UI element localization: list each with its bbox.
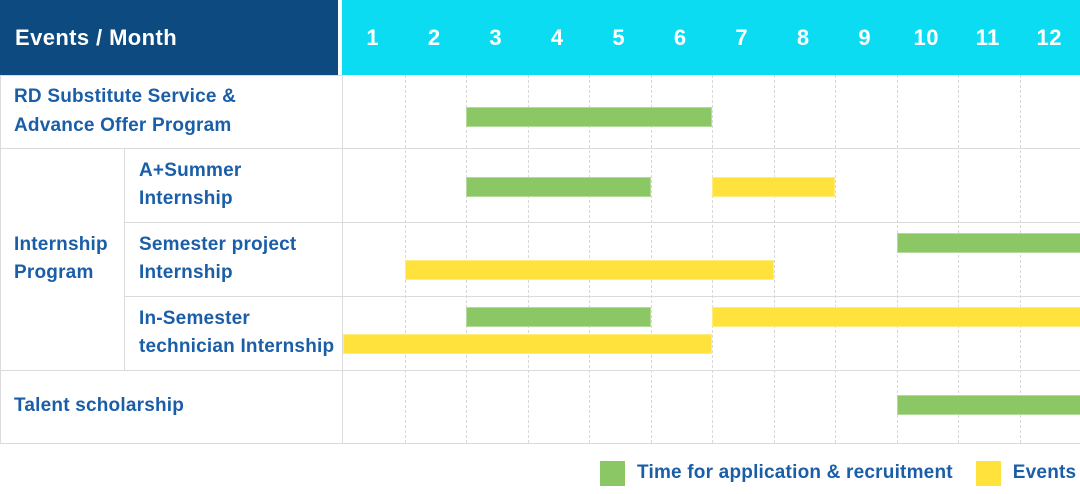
legend-swatch-events (975, 460, 1001, 486)
table-border (124, 222, 1080, 223)
row-label-a-plus-summer-internship: A+Summer Internship (139, 159, 242, 210)
table-border (0, 443, 1080, 444)
bar-event-row-4 (343, 334, 712, 354)
month-gridline (650, 75, 652, 443)
month-gridline (589, 75, 590, 443)
legend: Time for application & recruitment Event… (600, 458, 1080, 488)
bar-recruitment-row-2 (466, 177, 651, 197)
bar-recruitment-row-4 (466, 307, 651, 327)
legend-label-events: Events (1012, 462, 1077, 483)
month-gridline (712, 75, 713, 443)
legend-swatch-recruitment (600, 460, 625, 486)
row-label-rd-substitute-service: RD Substitute Service & Advance Offer Pr… (14, 86, 237, 136)
month-gridline (835, 75, 836, 443)
month-header-4: 4 (550, 24, 564, 50)
month-header-1: 1 (366, 24, 380, 50)
month-header-5: 5 (612, 24, 626, 50)
table-border (0, 75, 1, 443)
table-border (0, 75, 342, 76)
month-header-3: 3 (489, 24, 503, 50)
month-gridline (958, 75, 959, 443)
month-header-8: 8 (796, 24, 810, 50)
month-header-12: 12 (1036, 24, 1062, 50)
legend-label-recruitment: Time for application & recruitment (637, 462, 953, 483)
month-header-11: 11 (975, 24, 1000, 50)
row-group-label-internship-program: Internship Program (14, 233, 108, 284)
table-border (0, 148, 1080, 149)
month-gridline (773, 75, 775, 443)
header-title: Events / Month (15, 24, 178, 50)
bar-recruitment-row-1 (466, 107, 712, 127)
month-gridline (1019, 75, 1021, 443)
table-border (124, 148, 125, 370)
month-gridline (896, 75, 898, 443)
month-gridline (466, 75, 467, 443)
bar-recruitment-row-5 (896, 395, 1080, 415)
row-label-semester-project-internship: Semester project Internship (139, 233, 297, 284)
table-header-events-month: Events / Month (0, 0, 338, 75)
row-label-in-semester-technician-internship: In-Semester technician Internship (139, 307, 335, 358)
month-header-9: 9 (858, 24, 872, 50)
month-header-row: 1 2 3 4 5 6 7 8 9 10 11 12 (342, 0, 1080, 75)
month-gridline (404, 75, 406, 443)
row-label-talent-scholarship: Talent scholarship (14, 395, 185, 417)
table-border (0, 370, 1080, 371)
table-border (124, 296, 1080, 297)
month-header-6: 6 (673, 24, 687, 50)
month-header-7: 7 (735, 24, 749, 50)
gantt-grid (342, 75, 1080, 443)
month-header-2: 2 (427, 24, 441, 50)
bar-event-row-3 (404, 260, 774, 280)
month-gridline (527, 75, 529, 443)
bar-event-row-2 (712, 177, 835, 197)
bar-event-row-4 (712, 307, 1080, 327)
month-header-10: 10 (913, 24, 939, 50)
bar-recruitment-row-3 (896, 233, 1080, 253)
